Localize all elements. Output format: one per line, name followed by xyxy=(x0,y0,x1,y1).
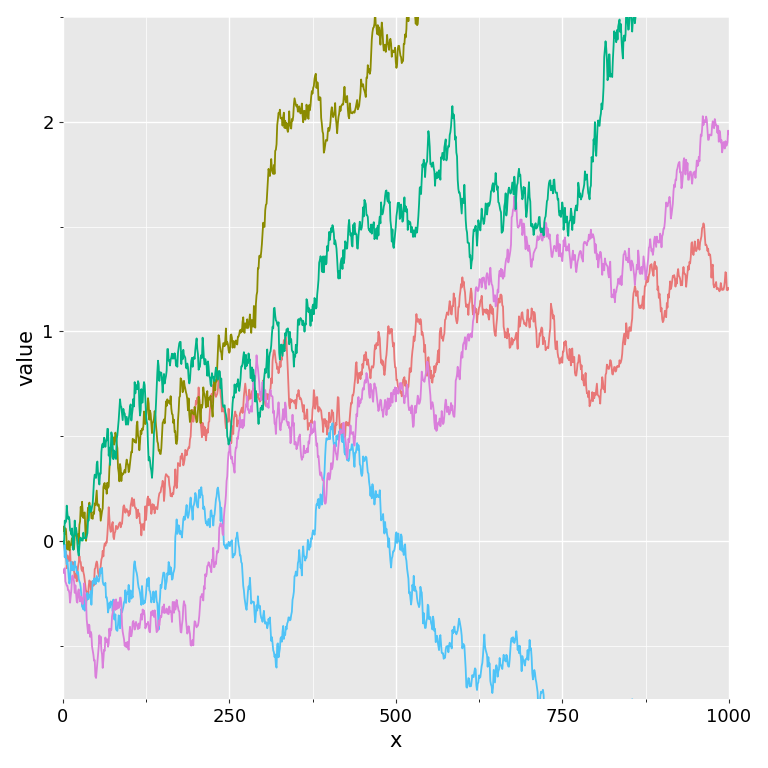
Y-axis label: value: value xyxy=(17,329,37,386)
X-axis label: x: x xyxy=(389,731,402,751)
